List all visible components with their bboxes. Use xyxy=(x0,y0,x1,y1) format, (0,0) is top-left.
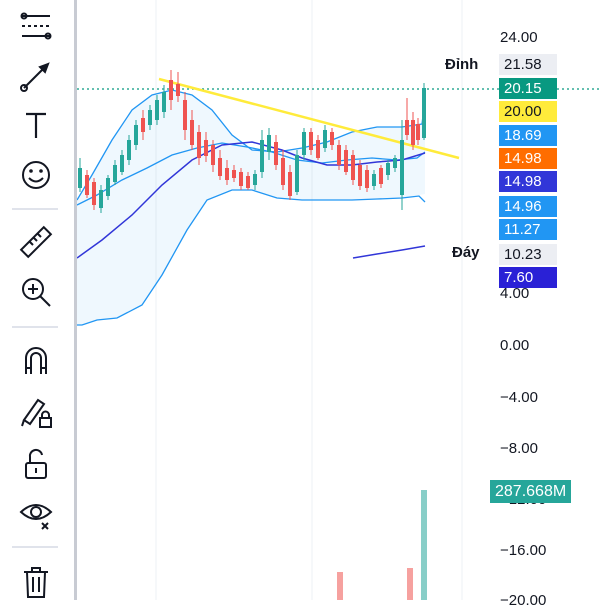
zoom-in-icon[interactable] xyxy=(14,272,58,312)
candle-body xyxy=(120,155,124,172)
toolbar-separator xyxy=(12,208,58,210)
bollinger-lower-line xyxy=(77,189,426,326)
volume-value-tag: 287.668M xyxy=(490,480,572,503)
candle-body xyxy=(155,100,159,120)
candle-body xyxy=(316,140,320,158)
unlock-icon[interactable] xyxy=(14,444,58,484)
price-tag-ma-indigo: 14.98 xyxy=(499,171,557,192)
drawing-toolbar xyxy=(0,0,70,600)
candle-body xyxy=(386,163,390,175)
candle-body xyxy=(302,132,306,155)
candle-body xyxy=(127,140,131,160)
trash-icon[interactable] xyxy=(14,562,58,602)
candle-body xyxy=(281,158,285,185)
candles xyxy=(78,70,426,213)
candle-body xyxy=(372,174,376,186)
candle-body xyxy=(176,84,180,96)
candle-body xyxy=(246,176,250,188)
chart-left-border xyxy=(74,0,77,600)
bollinger-fill xyxy=(77,90,425,325)
price-axis-tick: −8.00 xyxy=(500,440,538,457)
candle-body xyxy=(78,168,82,188)
long-moving-average-line xyxy=(352,245,426,259)
price-tag-trough-value: 10.23 xyxy=(499,244,557,265)
price-chart[interactable] xyxy=(77,0,600,600)
candle-body xyxy=(211,145,215,165)
candle-body xyxy=(295,155,299,192)
peak-label: Đỉnh xyxy=(445,56,479,73)
candle-body xyxy=(379,168,383,184)
price-tag-bb-upper: 18.69 xyxy=(499,125,557,146)
text-icon[interactable] xyxy=(14,105,58,145)
toolbar-separator xyxy=(12,326,58,328)
candle-body xyxy=(405,120,409,135)
candle-body xyxy=(106,178,110,196)
candle-body xyxy=(260,140,264,172)
price-tag-trendline-price: 20.00 xyxy=(499,101,557,122)
candle-body xyxy=(134,125,138,145)
price-axis-tick: −16.00 xyxy=(500,542,547,559)
ruler-icon[interactable] xyxy=(14,222,58,262)
candle-body xyxy=(288,172,292,196)
candle-body xyxy=(274,142,278,165)
toolbar-separator xyxy=(12,546,58,548)
candle-body xyxy=(253,174,257,185)
candle-body xyxy=(330,132,334,145)
emoji-icon[interactable] xyxy=(14,155,58,195)
price-axis-tick: 0.00 xyxy=(500,337,530,354)
candle-body xyxy=(204,140,208,156)
volume-bars xyxy=(337,490,427,600)
candle-body xyxy=(422,88,426,138)
price-tag-bb-lower: 11.27 xyxy=(499,219,557,240)
price-axis-tick: −20.00 xyxy=(500,592,547,609)
trend-lines-icon[interactable] xyxy=(14,6,58,46)
price-axis-tick: −4.00 xyxy=(500,389,538,406)
volume-bar xyxy=(407,568,413,600)
candle-body xyxy=(358,165,362,186)
yellow-trendline xyxy=(158,77,460,160)
candle-body xyxy=(416,124,420,140)
candle-body xyxy=(323,130,327,148)
candle-body xyxy=(309,132,313,150)
candle-body xyxy=(141,118,145,132)
candle-body xyxy=(183,100,187,130)
eye-icon[interactable] xyxy=(14,494,58,534)
bollinger-basis-line xyxy=(77,142,426,206)
candle-body xyxy=(190,120,194,145)
candle-body xyxy=(99,190,103,208)
volume-bar xyxy=(337,572,343,600)
magnet-icon[interactable] xyxy=(14,340,58,380)
price-tag-peak-value: 21.58 xyxy=(499,54,557,75)
candle-body xyxy=(393,158,397,168)
candle-body xyxy=(85,175,89,195)
price-tag-ma-orange: 14.98 xyxy=(499,148,557,169)
candle-body xyxy=(365,170,369,188)
candle-body xyxy=(92,182,96,205)
candle-body xyxy=(232,170,236,178)
price-tag-ma-long: 7.60 xyxy=(499,267,557,288)
candle-body xyxy=(113,165,117,182)
volume-bar xyxy=(421,490,427,600)
candle-body xyxy=(225,168,229,180)
candle-body xyxy=(400,140,404,195)
price-tag-last-price: 20.15 xyxy=(499,78,557,99)
candle-body xyxy=(351,155,355,180)
candle-body xyxy=(169,80,173,100)
price-axis-tick: 24.00 xyxy=(500,29,538,46)
price-tag-bb-basis: 14.96 xyxy=(499,196,557,217)
candle-body xyxy=(148,110,152,125)
lock-drawing-icon[interactable] xyxy=(14,392,58,432)
candle-body xyxy=(197,132,201,158)
candle-body xyxy=(162,92,166,112)
trough-label: Đáy xyxy=(452,244,480,261)
candle-body xyxy=(411,120,415,145)
arrow-icon[interactable] xyxy=(14,56,58,96)
candle-body xyxy=(344,150,348,172)
candle-body xyxy=(267,135,271,152)
price-axis-tick: 4.00 xyxy=(500,285,530,302)
candle-body xyxy=(337,145,341,165)
candle-body xyxy=(239,172,243,186)
candle-body xyxy=(218,158,222,176)
